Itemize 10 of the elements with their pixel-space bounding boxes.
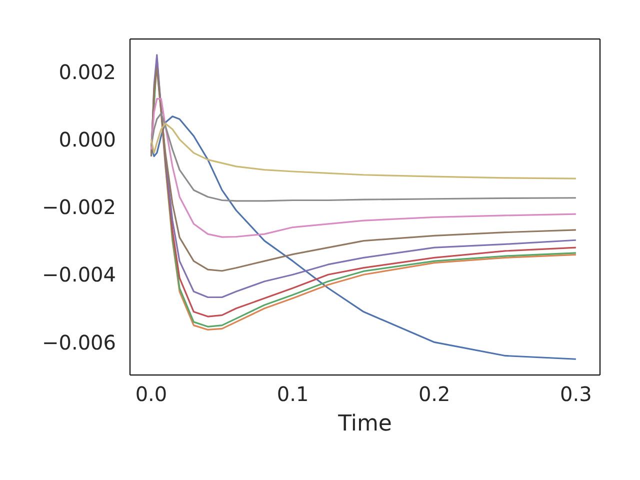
y-tick-label: 0.002 <box>58 60 116 84</box>
x-tick-label: 0.0 <box>135 382 168 406</box>
y-tick-label: −0.006 <box>42 330 116 354</box>
x-tick-label: 0.1 <box>276 382 309 406</box>
y-tick-label: −0.002 <box>42 195 116 220</box>
x-axis-title: Time <box>337 412 392 437</box>
y-tick-label: −0.004 <box>42 262 116 287</box>
x-tick-label: 0.2 <box>418 382 450 406</box>
y-tick-label: 0.000 <box>58 127 116 152</box>
x-tick-label: 0.3 <box>560 382 592 406</box>
